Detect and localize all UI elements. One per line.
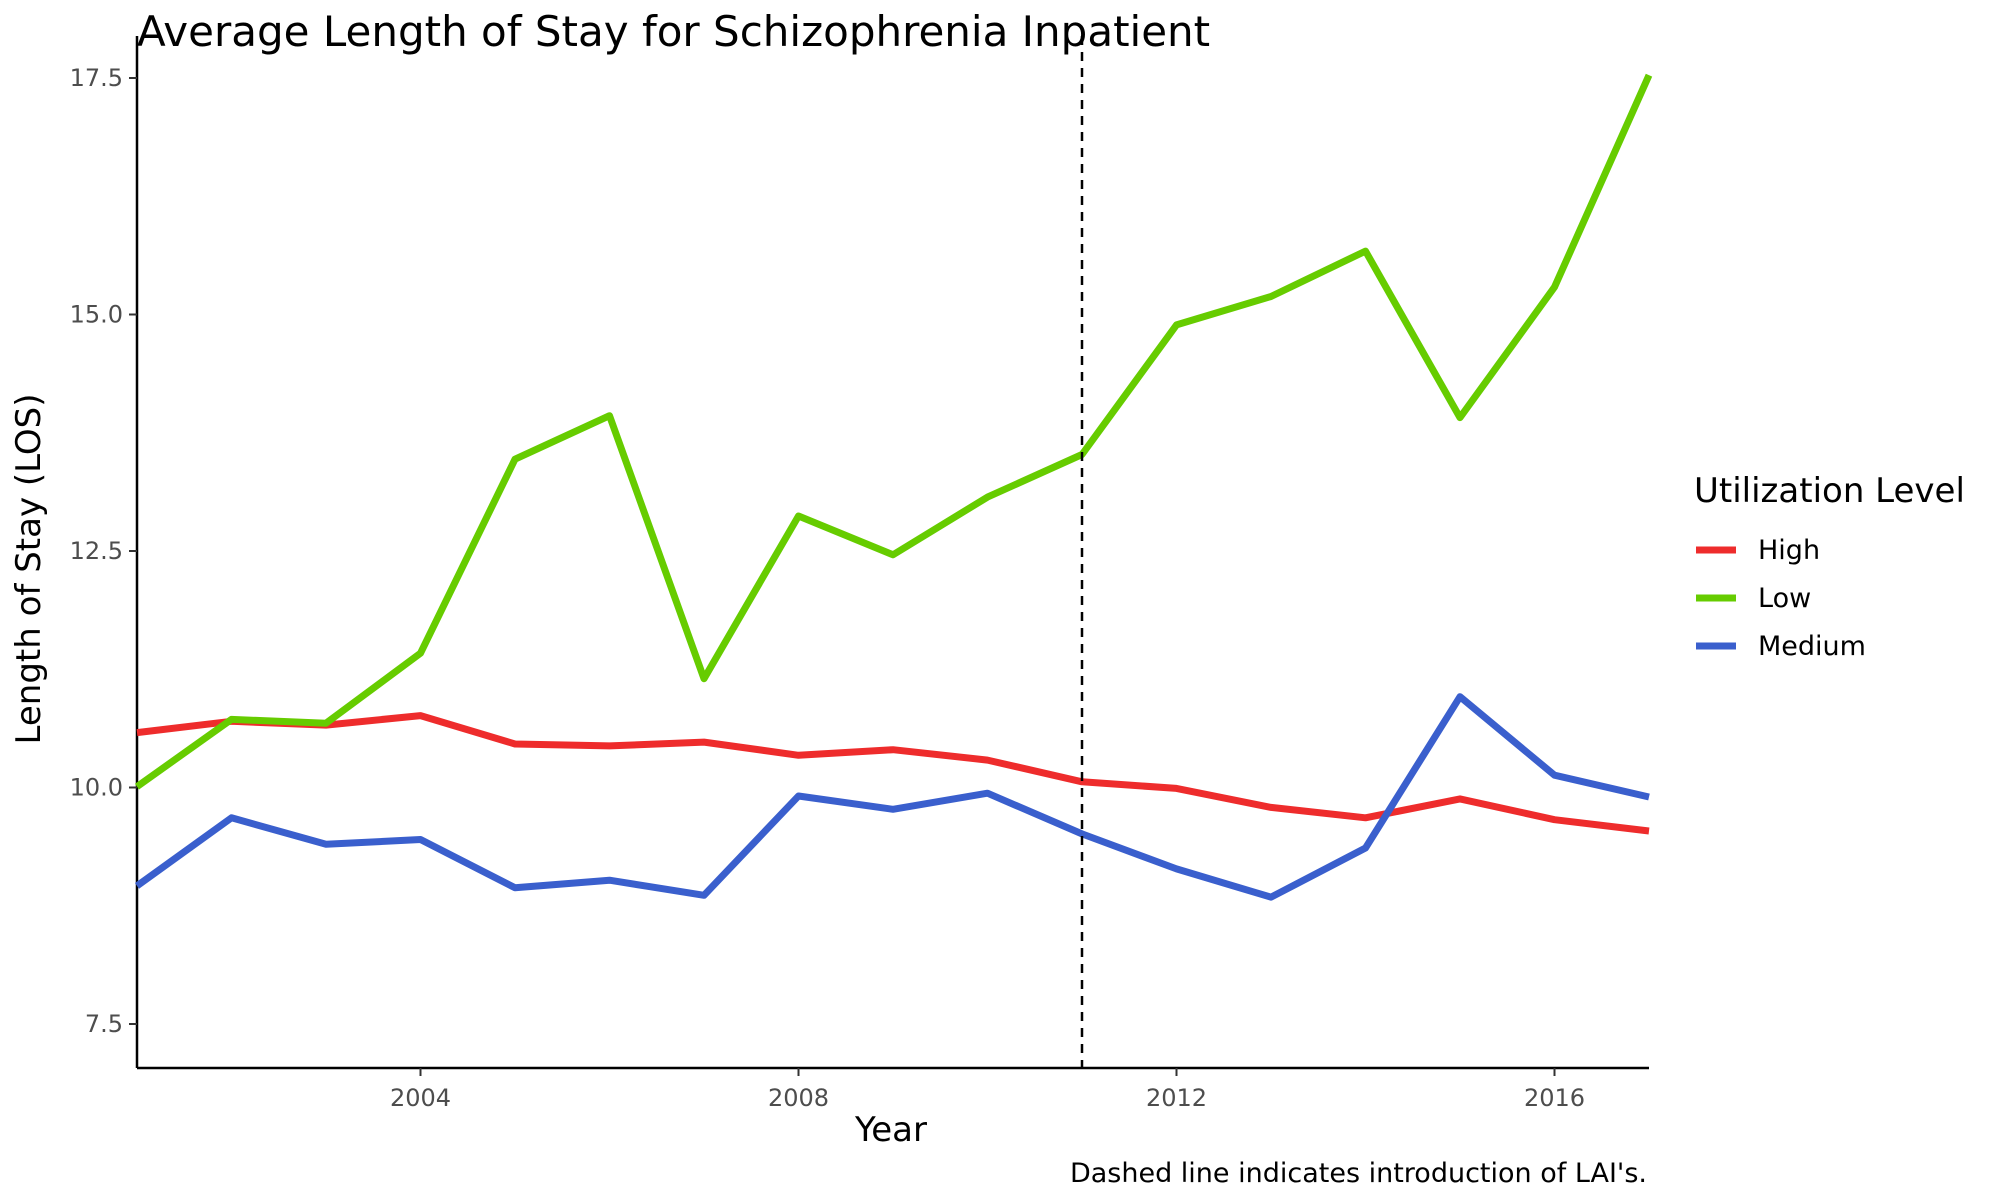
legend-label-high: High bbox=[1758, 535, 1820, 566]
legend-label-low: Low bbox=[1758, 583, 1811, 614]
legend: Utilization Level High Low Medium bbox=[1694, 471, 1965, 662]
x-axis-title: Year bbox=[854, 1110, 927, 1150]
y-tick-label: 10.0 bbox=[70, 774, 123, 802]
legend-items: High Low Medium bbox=[1696, 535, 1866, 662]
plot-area: 7.5 10.0 12.5 15.0 17.5 2004 2008 2012 2016 bbox=[70, 36, 1653, 1112]
series-line-high bbox=[136, 712, 1650, 835]
x-tick-label: 2008 bbox=[768, 1084, 829, 1112]
chart-title: Average Length of Stay for Schizophrenia… bbox=[137, 7, 1210, 56]
y-axis-title: Length of Stay (LOS) bbox=[9, 394, 49, 745]
x-tick-label: 2016 bbox=[1524, 1084, 1585, 1112]
y-tick-label: 15.0 bbox=[70, 301, 123, 329]
y-tick-label: 7.5 bbox=[85, 1010, 123, 1038]
legend-label-medium: Medium bbox=[1758, 631, 1866, 662]
y-tick-label: 17.5 bbox=[70, 64, 123, 92]
x-tick-label: 2004 bbox=[390, 1084, 451, 1112]
series-line-medium bbox=[134, 693, 1650, 901]
chart-caption: Dashed line indicates introduction of LA… bbox=[1070, 1158, 1647, 1189]
series-line-low bbox=[134, 73, 1653, 790]
y-tick-label: 12.5 bbox=[70, 537, 123, 565]
legend-title: Utilization Level bbox=[1694, 471, 1965, 511]
x-tick-label: 2012 bbox=[1146, 1084, 1207, 1112]
